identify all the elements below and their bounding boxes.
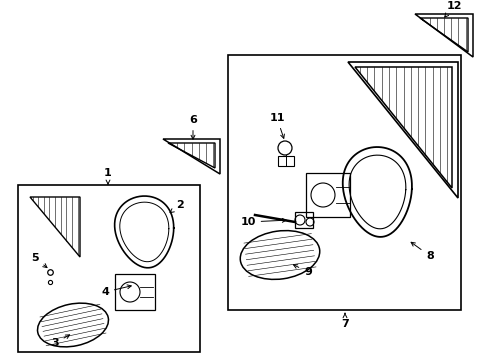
Bar [18,185,200,352]
Text: 9: 9 [293,265,311,277]
Text: 4: 4 [101,285,131,297]
Bar [294,212,312,228]
Text: 11: 11 [269,113,284,138]
Text: 7: 7 [341,313,348,329]
Text: 1: 1 [104,168,112,184]
Text: 5: 5 [31,253,47,267]
Text: 3: 3 [51,335,69,348]
Bar [115,274,155,310]
Text: 12: 12 [444,1,461,17]
Text: 8: 8 [410,242,433,261]
Bar [305,173,349,217]
Text: 10: 10 [240,217,285,227]
Bar [278,156,293,166]
Text: 6: 6 [189,115,197,139]
Text: 2: 2 [170,200,183,213]
Bar [227,55,460,310]
